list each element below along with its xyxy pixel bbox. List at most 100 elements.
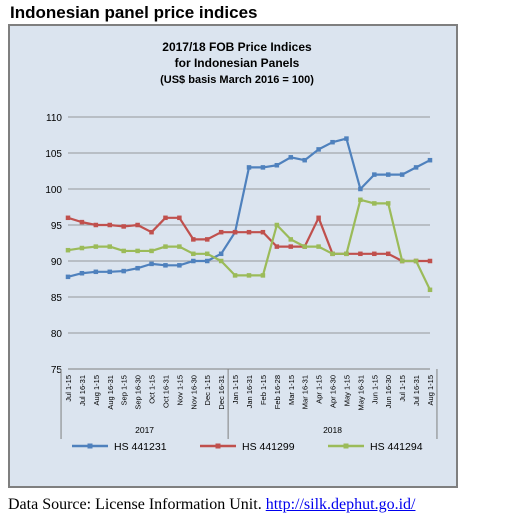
data-point: [330, 251, 335, 257]
x-tick-label: Aug 1-15: [426, 375, 435, 405]
data-point: [427, 287, 433, 293]
data-point: [163, 215, 168, 221]
x-tick-label: Mar 16-31: [301, 375, 310, 409]
data-point: [149, 229, 154, 235]
data-point: [177, 215, 182, 221]
x-tick-label: Sep 1-15: [120, 375, 129, 405]
price-index-chart: 2017/18 FOB Price Indices for Indonesian…: [45, 40, 438, 453]
x-tick-label: Sep 16-30: [134, 375, 143, 410]
data-point: [399, 172, 405, 177]
x-tick-label: Dec 16-31: [217, 375, 226, 410]
legend-swatch-marker: [343, 443, 349, 449]
data-point: [344, 136, 349, 141]
data-point: [135, 248, 140, 254]
data-point: [204, 258, 210, 264]
data-point: [149, 248, 154, 254]
data-point: [121, 268, 126, 274]
data-point: [372, 251, 377, 257]
x-tick-label: Jun 16-30: [384, 375, 393, 408]
data-point: [316, 215, 321, 221]
data-point: [191, 237, 196, 242]
x-tick-label: Aug 16-31: [106, 375, 115, 410]
data-point: [107, 244, 113, 249]
data-point: [344, 251, 349, 257]
data-source-link[interactable]: http://silk.dephut.go.id/: [265, 496, 416, 513]
data-point: [93, 269, 99, 275]
y-tick-label: 110: [46, 113, 62, 124]
data-point: [316, 244, 321, 249]
data-point: [288, 237, 294, 242]
x-tick-label: Feb 1-15: [259, 375, 268, 405]
data-point: [358, 251, 363, 257]
data-point: [79, 270, 85, 276]
data-point: [246, 229, 252, 235]
legend-swatch-marker: [87, 443, 93, 449]
x-tick-label: Feb 16-28: [273, 375, 282, 409]
y-tick-label: 100: [45, 185, 62, 196]
grid-layer: [68, 116, 430, 370]
x-tick-label: Jul 16-31: [412, 375, 421, 406]
data-point: [177, 244, 182, 249]
data-source-label: Data Source: License Information Unit.: [8, 496, 262, 513]
data-point: [177, 263, 182, 268]
x-tick-label: Nov 1-15: [175, 375, 184, 405]
x-tick-label: Nov 16-30: [189, 375, 198, 410]
data-point: [65, 215, 71, 221]
x-tick-label: Jul 1-15: [64, 375, 73, 402]
x-tick-label: Oct 16-31: [161, 375, 170, 408]
data-point: [260, 165, 266, 170]
data-point: [135, 222, 140, 228]
data-point: [399, 258, 405, 264]
data-point: [163, 244, 168, 249]
data-point: [93, 222, 99, 228]
x-tick-label: Jun 1-15: [370, 375, 379, 404]
y-tick-label: 95: [51, 221, 63, 232]
data-point: [65, 247, 71, 253]
year-group-label: 2018: [323, 425, 342, 435]
x-tick-label: Dec 1-15: [203, 375, 212, 405]
data-point: [107, 222, 113, 228]
data-point: [372, 172, 377, 177]
chart-title-line-2: for Indonesian Panels: [175, 56, 300, 70]
y-tick-label: 85: [51, 293, 63, 304]
data-point: [79, 245, 85, 251]
y-tick-label: 105: [45, 149, 62, 160]
data-point: [218, 258, 224, 264]
x-tick-label: Apr 1-15: [315, 375, 324, 404]
data-point: [358, 197, 363, 203]
data-point: [163, 263, 168, 268]
data-point: [218, 251, 224, 257]
data-point: [121, 224, 126, 229]
legend-swatch-marker: [215, 443, 221, 449]
data-point: [274, 222, 280, 228]
data-point: [385, 251, 391, 257]
data-point: [232, 229, 238, 235]
data-point: [316, 147, 321, 152]
data-point: [204, 237, 210, 242]
data-point: [302, 157, 307, 163]
x-tick-label: Jan 1-15: [231, 375, 240, 404]
data-point: [79, 219, 85, 225]
year-group-label: 2017: [135, 425, 154, 435]
data-point: [427, 157, 433, 163]
chart-title-line-1: 2017/18 FOB Price Indices: [162, 40, 312, 54]
data-point: [191, 258, 196, 264]
data-source: Data Source: License Information Unit. h…: [8, 496, 415, 514]
data-point: [149, 261, 154, 267]
data-point: [413, 258, 419, 264]
data-point: [385, 201, 391, 206]
data-point: [93, 244, 99, 249]
x-tick-label: Mar 1-15: [287, 375, 296, 405]
chart-title: 2017/18 FOB Price Indices for Indonesian…: [160, 40, 314, 86]
x-tick-label: May 1-15: [342, 375, 351, 406]
data-point: [107, 269, 113, 275]
data-point: [413, 165, 419, 170]
series-layer: [65, 136, 433, 293]
data-point: [372, 201, 377, 206]
data-point: [288, 244, 294, 249]
data-point: [260, 273, 266, 278]
data-point: [330, 139, 335, 145]
x-tick-label: Jul 1-15: [398, 375, 407, 402]
y-tick-label: 80: [51, 329, 63, 340]
legend: HS 441231 HS 441299 HS 441294: [72, 441, 423, 453]
